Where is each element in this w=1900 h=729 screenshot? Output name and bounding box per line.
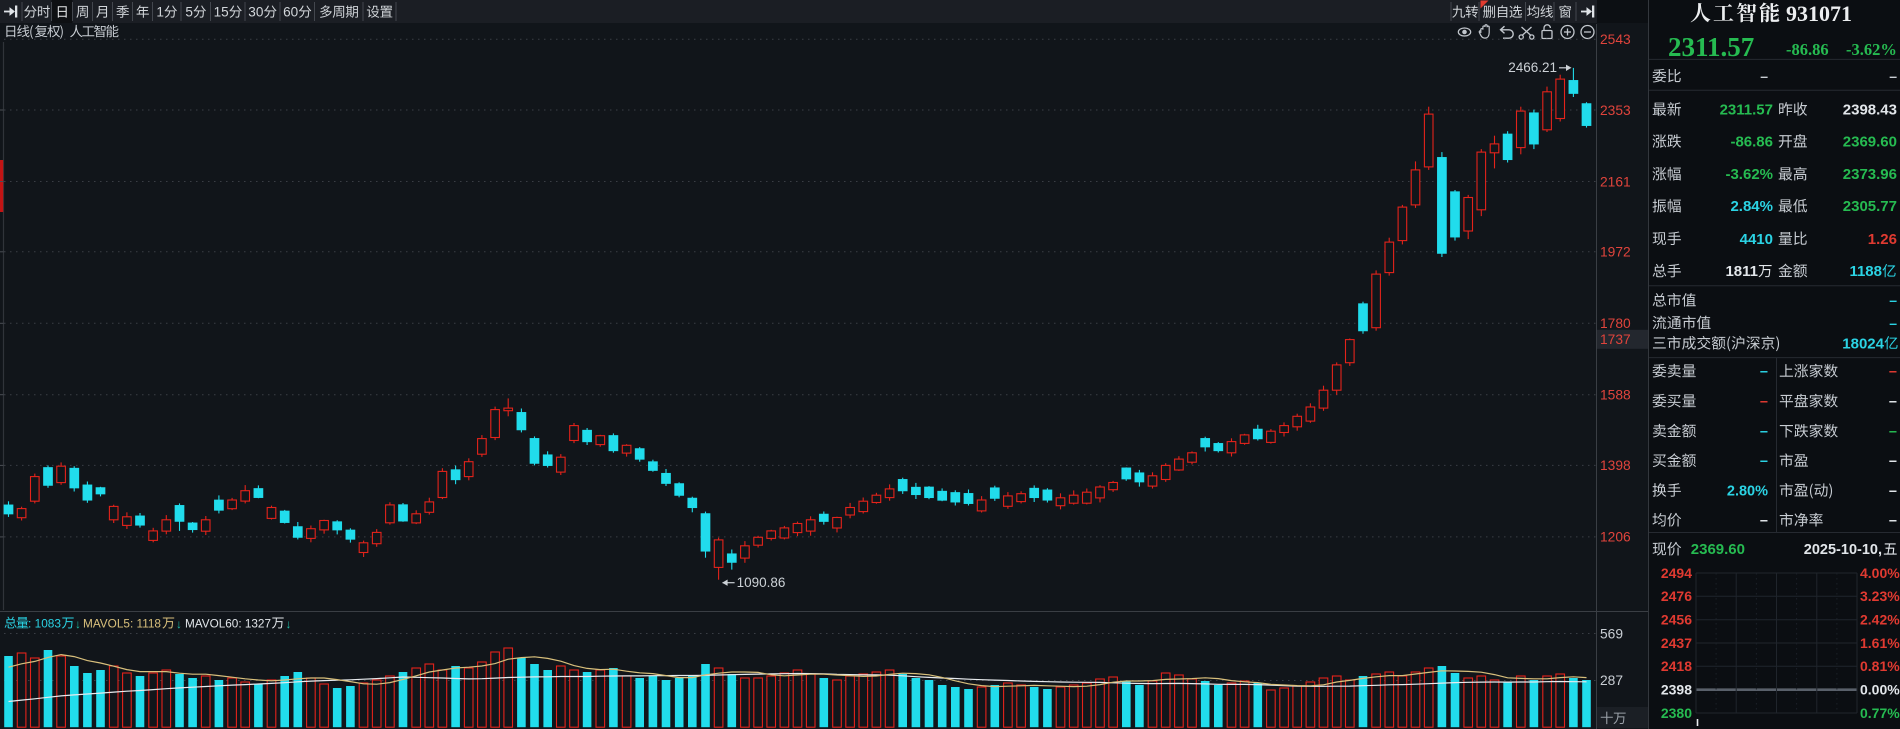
svg-text:2311.57: 2311.57: [1668, 32, 1754, 62]
svg-text:1.26: 1.26: [1868, 231, 1897, 248]
svg-text:2398: 2398: [1661, 681, 1692, 697]
svg-text:–: –: [1889, 394, 1897, 410]
svg-text:2161: 2161: [1600, 174, 1631, 189]
svg-text:2.84%: 2.84%: [1730, 198, 1773, 215]
svg-text:2305.77: 2305.77: [1843, 198, 1897, 215]
svg-text:18024: 18024: [1842, 335, 1884, 352]
svg-text:1811: 1811: [1725, 263, 1758, 280]
svg-text:–: –: [1889, 454, 1897, 470]
svg-text:2311.57: 2311.57: [1720, 102, 1773, 119]
svg-text:–: –: [1760, 364, 1768, 380]
svg-text:2.42%: 2.42%: [1860, 611, 1900, 627]
svg-text:2437: 2437: [1661, 635, 1692, 651]
svg-text:1398: 1398: [1600, 458, 1631, 473]
svg-text:1090.86: 1090.86: [737, 575, 786, 590]
svg-text:287: 287: [1600, 673, 1623, 688]
svg-text:-86.86: -86.86: [1786, 40, 1829, 59]
svg-text:4410: 4410: [1740, 231, 1773, 248]
svg-text:569: 569: [1600, 627, 1623, 642]
svg-text:1: 1: [156, 5, 164, 20]
svg-text:MAVOL5: 1118: MAVOL5: 1118: [83, 617, 161, 631]
svg-text:4.00%: 4.00%: [1860, 565, 1900, 581]
svg-text:0.00%: 0.00%: [1860, 681, 1900, 697]
svg-text:30: 30: [248, 5, 264, 20]
svg-text:–: –: [1760, 424, 1768, 440]
svg-text:2456: 2456: [1661, 611, 1692, 627]
svg-text:1206: 1206: [1600, 530, 1631, 545]
svg-text:–: –: [1889, 315, 1897, 331]
svg-text:60: 60: [283, 5, 299, 20]
svg-text:–: –: [1889, 513, 1897, 529]
svg-text:–: –: [1760, 454, 1768, 470]
svg-text:↓: ↓: [75, 617, 81, 631]
svg-text:↓: ↓: [176, 617, 182, 631]
svg-text:–: –: [1760, 394, 1768, 410]
svg-text:2398.43: 2398.43: [1843, 102, 1897, 119]
svg-text:-3.62%: -3.62%: [1725, 166, 1773, 183]
svg-text:1972: 1972: [1600, 245, 1631, 260]
svg-text:2380: 2380: [1661, 705, 1692, 721]
svg-text:–: –: [1889, 424, 1897, 440]
svg-text:0.77%: 0.77%: [1860, 705, 1900, 721]
svg-text:3.23%: 3.23%: [1860, 588, 1900, 604]
svg-text:–: –: [1760, 513, 1768, 529]
svg-text:-3.62%: -3.62%: [1846, 40, 1897, 59]
svg-text:931071: 931071: [1786, 1, 1852, 26]
svg-text:1780: 1780: [1600, 316, 1631, 331]
svg-text:15: 15: [214, 5, 229, 20]
svg-text:2494: 2494: [1661, 565, 1692, 581]
svg-text:1737: 1737: [1600, 332, 1631, 347]
svg-text:-86.86: -86.86: [1730, 134, 1773, 151]
svg-text:2025-10-10,: 2025-10-10,: [1804, 542, 1882, 558]
svg-text:–: –: [1889, 292, 1897, 308]
svg-text:2369.60: 2369.60: [1691, 541, 1745, 558]
svg-text:: 1083: : 1083: [28, 617, 61, 631]
svg-text:↓: ↓: [286, 617, 292, 631]
svg-text:–: –: [1889, 68, 1897, 84]
svg-text:5: 5: [185, 5, 193, 20]
svg-text:1188: 1188: [1849, 263, 1882, 280]
svg-text:2369.60: 2369.60: [1843, 134, 1897, 151]
svg-text:–: –: [1889, 483, 1897, 499]
svg-text:1.61%: 1.61%: [1860, 635, 1900, 651]
svg-text:0.81%: 0.81%: [1860, 658, 1900, 674]
svg-text:2476: 2476: [1661, 588, 1692, 604]
svg-text:2543: 2543: [1600, 32, 1631, 47]
svg-text:MAVOL60: 1327: MAVOL60: 1327: [185, 617, 271, 631]
svg-text:–: –: [1889, 364, 1897, 380]
svg-text:2466.21: 2466.21: [1508, 60, 1557, 75]
svg-text:1588: 1588: [1600, 388, 1631, 403]
svg-text:–: –: [1760, 68, 1768, 84]
svg-text:2353: 2353: [1600, 103, 1631, 118]
svg-text:2418: 2418: [1661, 658, 1692, 674]
svg-text:2373.96: 2373.96: [1843, 166, 1897, 183]
svg-text:2.80%: 2.80%: [1727, 483, 1768, 499]
